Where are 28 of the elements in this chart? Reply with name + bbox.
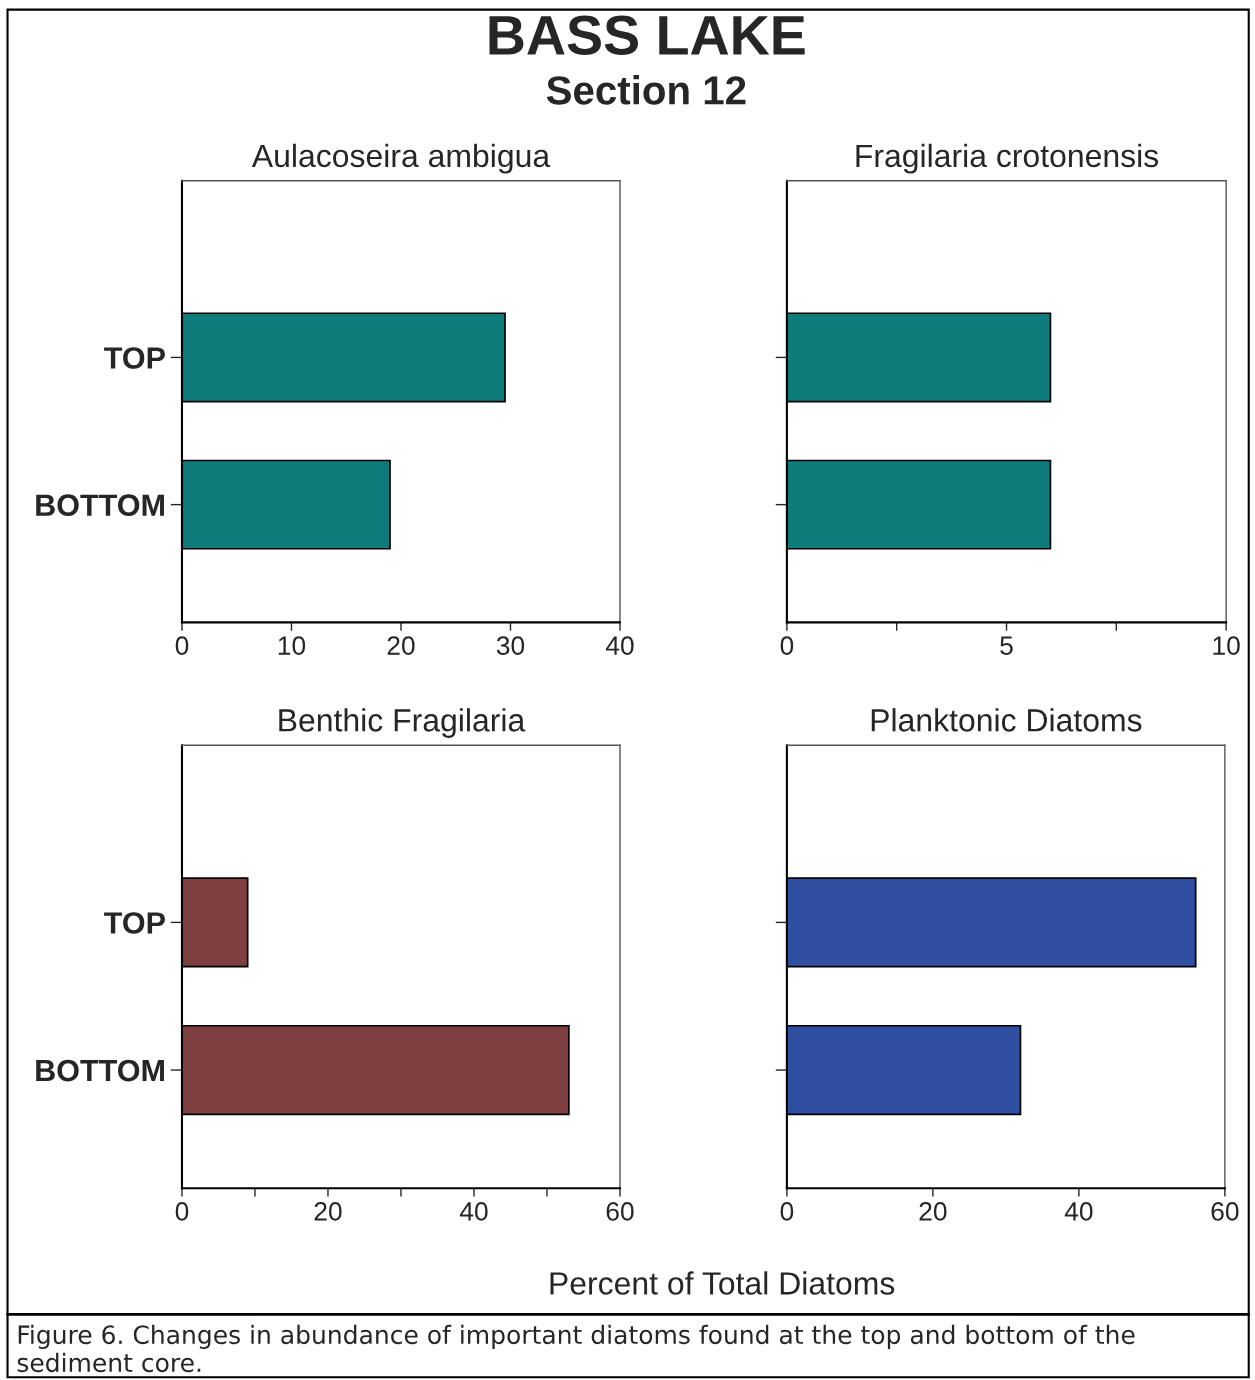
x-tick-label: 20: [919, 1202, 947, 1221]
caption: Figure 6. Changes in abundance of important diatoms found at the top and bottom of the sediment core.: [17, 1324, 1135, 1373]
x-tick-label: 10: [278, 636, 306, 655]
x-tick-label: 0: [780, 1202, 794, 1221]
y-tick-label: TOP: [104, 347, 165, 369]
x-axis-title: Percent of Total Diatoms: [550, 1271, 895, 1295]
text: Section 12: [546, 75, 746, 105]
chart-title: Planktonic Diatoms: [871, 708, 1142, 732]
x-tick-label: 10: [1213, 636, 1240, 655]
chart-title: Fragilaria crotonensis: [856, 143, 1159, 174]
text: BASS LAKE: [489, 15, 805, 55]
x-tick-label: 0: [175, 636, 189, 655]
y-tick-label: BOTTOM: [36, 494, 164, 516]
x-tick-label: 0: [175, 1202, 189, 1221]
chart-title: Benthic Fragilaria: [279, 708, 526, 738]
x-tick-label: 40: [459, 1202, 488, 1221]
x-tick-label: 20: [314, 1202, 342, 1221]
x-tick-label: 5: [1000, 636, 1013, 655]
x-tick-label: 40: [605, 636, 634, 655]
y-tick-label: TOP: [104, 912, 165, 934]
x-tick-label: 30: [496, 636, 525, 655]
x-tick-label: 40: [1064, 1202, 1093, 1221]
x-tick-label: 60: [1211, 1202, 1239, 1221]
x-tick-label: 20: [387, 636, 415, 655]
chart-title: Aulacoseira ambigua: [251, 143, 551, 174]
x-tick-label: 0: [780, 636, 794, 655]
x-tick-label: 60: [606, 1202, 634, 1221]
y-tick-label: BOTTOM: [36, 1059, 164, 1082]
